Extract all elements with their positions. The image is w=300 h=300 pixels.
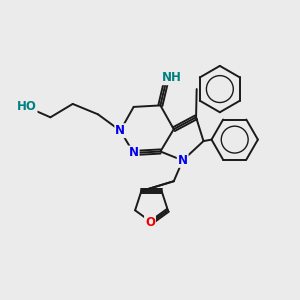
Text: N: N	[115, 124, 125, 137]
Text: O: O	[145, 216, 155, 229]
Text: NH: NH	[162, 71, 182, 84]
Text: N: N	[178, 154, 188, 167]
Text: N: N	[129, 146, 139, 160]
Text: HO: HO	[17, 100, 37, 113]
